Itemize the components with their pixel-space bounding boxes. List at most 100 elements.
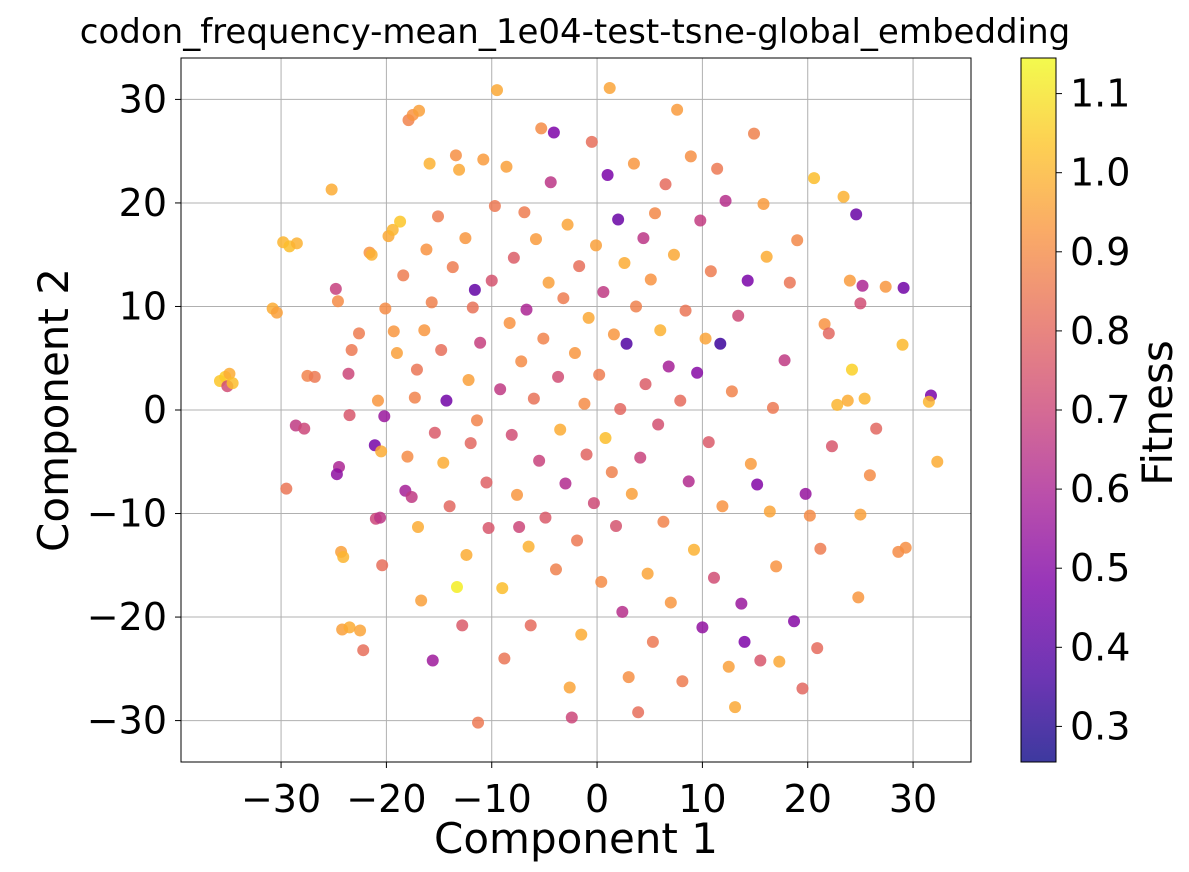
scatter-point: [432, 210, 445, 223]
scatter-point: [744, 457, 757, 470]
scatter-point: [571, 534, 584, 547]
scatter-point: [446, 261, 459, 274]
scatter-point: [354, 624, 367, 637]
scatter-point: [850, 208, 863, 221]
colorbar-tick-label: 0.5: [1070, 546, 1130, 590]
scatter-point: [491, 84, 503, 97]
scatter-point: [522, 540, 535, 553]
scatter-point: [714, 337, 727, 350]
x-tick-label: 20: [784, 777, 832, 821]
scatter-point: [290, 237, 303, 250]
scatter-point: [464, 437, 477, 450]
scatter-point: [488, 200, 501, 213]
scatter-point: [741, 274, 754, 287]
scatter-point: [863, 469, 876, 482]
scatter-point: [353, 327, 366, 340]
scatter-point: [539, 511, 552, 524]
scatter-point: [331, 295, 344, 308]
scatter-point: [622, 671, 635, 684]
x-tick-label: −10: [452, 777, 532, 821]
scatter-point: [597, 285, 610, 298]
scatter-point: [605, 466, 618, 479]
scatter-point: [811, 642, 824, 655]
colorbar-tick-label: 0.6: [1070, 467, 1130, 511]
scatter-point: [763, 505, 776, 518]
scatter-point: [751, 478, 764, 491]
scatter-point: [843, 274, 856, 287]
scatter-point: [646, 635, 659, 648]
scatter-point: [603, 82, 616, 95]
scatter-point: [460, 548, 473, 561]
y-axis-label: Component 2: [29, 268, 78, 552]
scatter-point: [783, 276, 796, 289]
scatter-point: [520, 303, 533, 316]
scatter-point: [405, 490, 418, 503]
scatter-point: [922, 395, 935, 408]
scatter-point: [639, 378, 652, 391]
scatter-point: [590, 239, 603, 252]
scatter-point: [704, 265, 717, 278]
scatter-point: [694, 214, 707, 227]
scatter-point: [716, 500, 729, 513]
scatter-point: [365, 248, 378, 261]
scatter-point: [659, 178, 672, 191]
scatter-point: [542, 276, 555, 289]
scatter-point: [537, 332, 550, 345]
scatter-point: [563, 681, 576, 694]
scatter-point: [856, 279, 869, 292]
x-axis-ticks: −30 −20 −10 0 10 20 30: [241, 762, 937, 821]
scatter-point: [375, 445, 388, 458]
scatter-point: [687, 543, 700, 556]
scatter-point: [632, 706, 645, 719]
scatter-point: [329, 282, 342, 295]
scatter-point: [357, 644, 370, 657]
scatter-point: [337, 551, 350, 564]
scatter-point: [408, 391, 421, 404]
scatter-point: [535, 122, 548, 135]
scatter-point: [374, 511, 387, 524]
scatter-point: [652, 418, 665, 431]
scatter-point: [468, 283, 481, 296]
scatter-point: [552, 370, 565, 383]
scatter-point: [343, 409, 356, 422]
scatter-point: [897, 281, 910, 294]
scatter-point: [449, 149, 462, 162]
scatter-point: [418, 324, 431, 337]
scatter-point: [845, 363, 858, 376]
y-tick-label: 10: [119, 284, 167, 328]
scatter-point: [426, 654, 439, 667]
scatter-point: [390, 347, 403, 360]
scatter-point: [565, 711, 578, 724]
scatter-point: [559, 477, 572, 490]
scatter-point: [662, 360, 675, 373]
scatter-point: [470, 414, 483, 427]
scatter-point: [654, 324, 667, 337]
scatter-point: [738, 635, 751, 648]
scatter-point: [858, 392, 871, 405]
scatter-point: [585, 135, 598, 148]
scatter-point: [879, 280, 892, 293]
scatter-point: [450, 581, 463, 594]
scatter-point: [803, 509, 816, 522]
scatter-point: [472, 716, 485, 729]
scatter-point: [477, 153, 490, 166]
scatter-point: [371, 394, 384, 407]
scatter-point: [625, 487, 638, 500]
scatter-point: [825, 440, 838, 453]
scatter-point: [554, 423, 567, 436]
scatter-point: [644, 273, 657, 286]
scatter-point: [814, 542, 827, 555]
scatter-point: [722, 660, 735, 673]
scatter-point: [544, 176, 557, 189]
scatter-point: [587, 497, 600, 510]
scatter-point: [612, 213, 625, 226]
scatter-point: [437, 456, 450, 469]
scatter-point: [420, 243, 433, 256]
scatter-point: [620, 337, 633, 350]
scatter-point: [513, 520, 526, 533]
scatter-point: [788, 615, 801, 628]
scatter-point: [931, 455, 944, 468]
scatter-point: [547, 126, 560, 139]
colorbar: [1021, 58, 1056, 762]
scatter-point: [507, 251, 520, 264]
